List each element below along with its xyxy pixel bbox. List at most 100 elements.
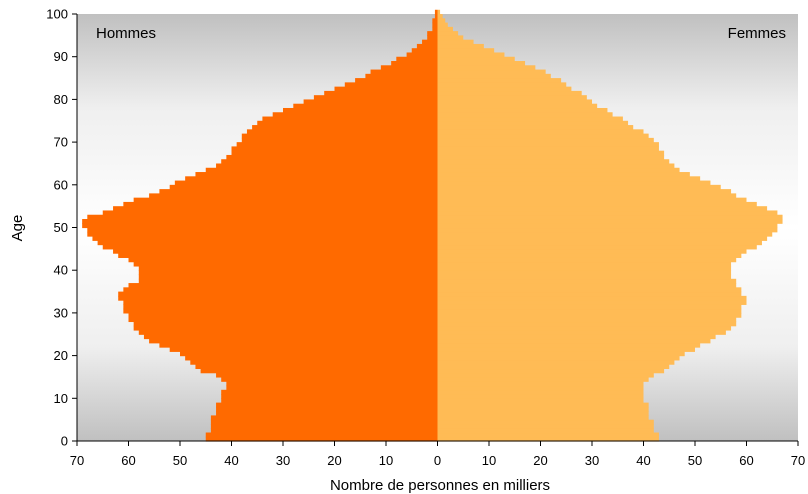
femmes-bar-age-25 xyxy=(437,330,726,335)
y-tick-label: 10 xyxy=(54,391,68,406)
hommes-bar-age-64 xyxy=(216,163,438,169)
femmes-bar-age-45 xyxy=(437,244,757,250)
femmes-bar-age-76 xyxy=(437,112,613,118)
femmes-bar-age-51 xyxy=(437,219,783,224)
femmes-bar-age-21 xyxy=(437,347,695,352)
femmes-bar-age-80 xyxy=(437,95,587,100)
femmes-bar-age-15 xyxy=(437,372,654,378)
hommes-bar-age-20 xyxy=(180,351,438,357)
femmes-bar-age-69 xyxy=(437,142,659,147)
hommes-bar-age-14 xyxy=(221,376,438,382)
hommes-bar-age-53 xyxy=(102,210,438,216)
x-tick-label: 30 xyxy=(276,453,290,468)
hommes-bar-age-59 xyxy=(169,184,438,190)
hommes-bar-age-23 xyxy=(149,338,438,344)
hommes-bar-age-92 xyxy=(416,43,438,49)
hommes-bar-age-0 xyxy=(205,436,438,442)
hommes-bar-age-54 xyxy=(113,206,438,212)
hommes-bar-age-25 xyxy=(138,330,438,335)
hommes-bar-age-91 xyxy=(411,48,438,54)
hommes-bar-age-60 xyxy=(174,180,438,186)
hommes-bar-age-15 xyxy=(216,372,438,378)
hommes-bar-age-5 xyxy=(210,415,438,421)
x-axis: 70 60 50 40 30 20 10 0 10 20 30 40 50 60 70 xyxy=(70,441,805,468)
femmes-bar-age-24 xyxy=(437,334,716,340)
femmes-bar-age-22 xyxy=(437,342,701,348)
hommes-bar-age-24 xyxy=(143,334,438,340)
femmes-bar-age-5 xyxy=(437,415,649,421)
femmes-bar-age-30 xyxy=(437,308,742,314)
hommes-bar-age-16 xyxy=(200,368,438,374)
femmes-bar-age-85 xyxy=(437,73,551,79)
hommes-bar-age-68 xyxy=(231,146,438,152)
femmes-bar-age-63 xyxy=(437,167,680,173)
femmes-bar-age-72 xyxy=(437,129,644,135)
legend-femmes: Femmes xyxy=(728,25,786,42)
femmes-bar-age-92 xyxy=(437,43,484,49)
x-tick-label: 40 xyxy=(636,453,650,468)
femmes-bar-age-100 xyxy=(437,9,441,15)
femmes-bar-age-10 xyxy=(437,394,644,399)
femmes-bar-age-17 xyxy=(437,364,670,370)
hommes-bar-age-22 xyxy=(159,342,438,348)
femmes-bar-age-39 xyxy=(437,270,732,276)
hommes-bar-age-65 xyxy=(221,159,438,165)
hommes-bar-age-40 xyxy=(138,265,438,271)
hommes-bar-age-95 xyxy=(427,31,438,36)
hommes-bar-age-80 xyxy=(313,95,438,100)
hommes-bar-age-18 xyxy=(190,359,438,365)
hommes-bar-age-63 xyxy=(205,167,438,173)
femmes-bar-age-90 xyxy=(437,52,505,58)
hommes-bar-age-93 xyxy=(422,39,438,45)
femmes-bar-age-41 xyxy=(437,261,732,267)
hommes-bar-age-58 xyxy=(159,189,438,194)
femmes-bar-age-64 xyxy=(437,163,675,169)
legend-hommes: Hommes xyxy=(96,25,156,42)
hommes-bar-age-10 xyxy=(221,394,438,399)
hommes-bar-age-90 xyxy=(406,52,438,58)
hommes-bar-age-35 xyxy=(123,287,438,293)
femmes-bar-age-98 xyxy=(437,18,446,24)
femmes-bar-age-8 xyxy=(437,402,649,408)
femmes-bar-age-52 xyxy=(437,214,783,220)
femmes-bar-age-57 xyxy=(437,193,737,199)
femmes-bar-age-67 xyxy=(437,150,665,156)
hommes-bar-age-52 xyxy=(87,214,438,220)
femmes-bar-age-42 xyxy=(437,257,737,263)
femmes-bar-age-9 xyxy=(437,398,644,404)
femmes-bar-age-0 xyxy=(437,436,659,442)
hommes-bar-age-34 xyxy=(118,291,438,297)
hommes-bar-age-12 xyxy=(226,385,438,391)
hommes-bar-age-30 xyxy=(123,308,438,314)
femmes-bar-age-1 xyxy=(437,432,659,438)
hommes-bar-age-87 xyxy=(380,65,438,71)
hommes-bar-age-6 xyxy=(216,411,438,416)
femmes-bar-age-13 xyxy=(437,381,644,387)
femmes-bar-age-62 xyxy=(437,172,690,177)
y-tick-label: 0 xyxy=(61,434,68,449)
hommes-bar-age-83 xyxy=(344,82,438,88)
hommes-bar-age-66 xyxy=(226,154,438,160)
femmes-bar-age-94 xyxy=(437,35,464,41)
hommes-bar-age-45 xyxy=(102,244,438,250)
x-tick-label: 10 xyxy=(379,453,393,468)
femmes-bar-age-35 xyxy=(437,287,742,293)
hommes-bar-age-67 xyxy=(231,150,438,156)
femmes-bar-age-31 xyxy=(437,304,742,310)
femmes-bar-age-2 xyxy=(437,428,654,434)
femmes-bar-age-12 xyxy=(437,385,644,391)
hommes-bar-age-61 xyxy=(185,176,438,182)
hommes-bar-age-46 xyxy=(97,240,438,246)
hommes-bar-age-62 xyxy=(195,172,438,177)
femmes-bar-age-40 xyxy=(437,265,732,271)
femmes-bar-age-49 xyxy=(437,227,778,233)
femmes-bar-age-48 xyxy=(437,231,773,237)
hommes-bar-age-43 xyxy=(118,253,438,258)
femmes-bar-age-44 xyxy=(437,248,747,254)
femmes-bar-age-79 xyxy=(437,99,592,105)
femmes-bar-age-59 xyxy=(437,184,721,190)
hommes-bar-age-41 xyxy=(133,261,438,267)
hommes-bar-age-77 xyxy=(283,107,438,113)
hommes-bar-age-49 xyxy=(87,227,438,233)
femmes-bar-age-11 xyxy=(437,389,644,395)
